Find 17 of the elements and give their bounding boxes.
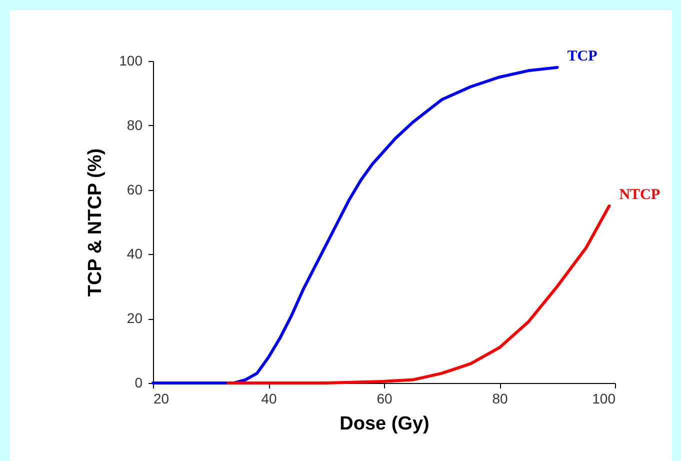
y-tick-label: 20	[126, 310, 143, 326]
y-tick-label: 40	[126, 246, 143, 262]
series-label: TCP	[567, 48, 598, 64]
x-tick-label: 100	[592, 390, 616, 406]
y-tick-label: 100	[119, 52, 143, 68]
y-tick-label: 60	[126, 181, 143, 198]
x-tick-label: 60	[376, 390, 392, 406]
x-tick-label: 40	[261, 390, 277, 406]
x-tick-label: 20	[154, 390, 170, 406]
y-axis-title: TCP & NTCP (%)	[85, 148, 106, 297]
x-axis-title: Dose (Gy)	[340, 414, 430, 434]
y-tick-label: 0	[134, 374, 143, 390]
line-series	[226, 204, 611, 384]
y-tick-label: 80	[126, 116, 143, 133]
line-series	[152, 66, 559, 384]
series-label: NTCP	[619, 186, 660, 203]
x-tick-label: 80	[492, 390, 508, 406]
